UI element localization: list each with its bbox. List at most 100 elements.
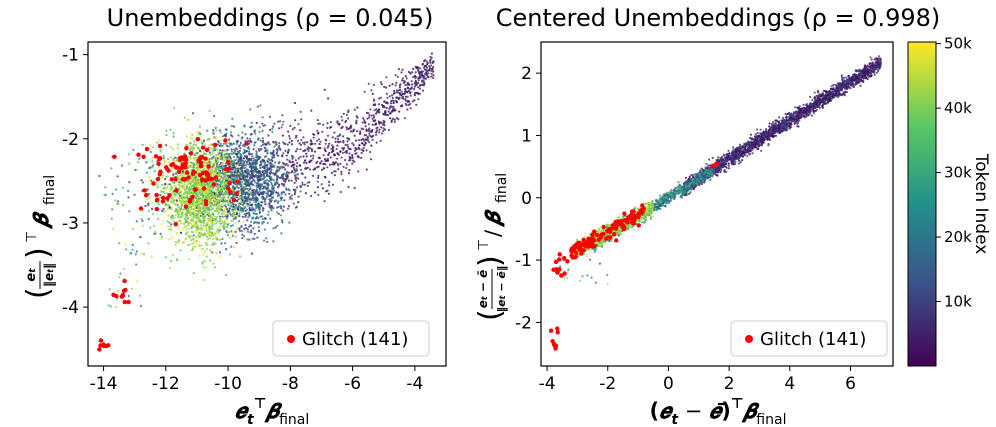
token-point: [215, 207, 218, 210]
token-point: [203, 211, 206, 214]
token-point: [231, 231, 234, 234]
token-point: [342, 165, 345, 168]
token-point: [355, 152, 358, 155]
token-point: [231, 210, 234, 213]
token-point: [193, 239, 196, 242]
glitch-point: [182, 177, 188, 182]
token-point: [360, 156, 363, 159]
token-point: [277, 147, 280, 150]
token-point: [425, 66, 429, 69]
token-point: [183, 116, 186, 119]
glitch-point: [184, 170, 190, 175]
token-point: [194, 237, 197, 240]
token-point: [278, 127, 281, 130]
token-point: [295, 134, 298, 137]
token-point: [209, 191, 212, 194]
token-point: [163, 186, 166, 189]
token-point: [248, 187, 251, 191]
token-point: [346, 145, 349, 148]
token-point: [331, 183, 335, 186]
token-point: [209, 197, 213, 200]
token-point: [214, 126, 217, 129]
token-point: [210, 181, 213, 184]
token-point: [293, 193, 296, 196]
token-point: [177, 225, 180, 228]
token-point: [169, 187, 172, 190]
token-point: [386, 113, 390, 117]
token-point: [263, 169, 266, 172]
token-point: [201, 194, 204, 197]
token-point: [261, 143, 265, 146]
glitch-point: [160, 199, 166, 204]
token-point: [248, 213, 251, 216]
token-point: [198, 206, 201, 210]
token-point: [239, 182, 242, 185]
token-point: [220, 153, 223, 156]
token-point: [261, 129, 264, 132]
token-point: [403, 80, 407, 83]
token-point: [186, 224, 189, 227]
glitch-point: [174, 188, 179, 193]
token-point: [215, 135, 218, 138]
token-point: [272, 207, 275, 210]
token-point: [237, 160, 240, 163]
token-point: [318, 122, 321, 125]
token-point: [341, 179, 344, 182]
token-point: [248, 153, 251, 156]
token-point: [259, 104, 262, 107]
token-point: [225, 172, 228, 175]
token-point: [98, 174, 101, 178]
token-point: [391, 83, 394, 86]
token-point: [430, 72, 433, 75]
token-point: [198, 231, 201, 234]
token-point: [228, 142, 231, 145]
token-point: [199, 234, 202, 237]
token-point: [383, 128, 387, 131]
token-point: [202, 278, 205, 282]
token-point: [237, 169, 240, 172]
token-point: [141, 143, 144, 146]
token-point: [199, 228, 202, 231]
token-point: [275, 191, 278, 194]
token-point: [182, 227, 185, 230]
token-point: [287, 179, 291, 182]
token-point: [198, 241, 201, 245]
token-point: [387, 110, 390, 113]
panel-unembeddings: Unembeddings (ρ = 0.045) -14 -12 -10 -8 -6 -4…: [21, 4, 447, 427]
token-point: [321, 130, 324, 133]
token-point: [243, 125, 246, 128]
token-point: [316, 160, 319, 163]
token-point: [331, 163, 334, 166]
token-point: [370, 114, 373, 117]
token-point: [270, 196, 274, 199]
token-point: [224, 128, 227, 131]
token-point: [404, 83, 407, 87]
chart-title: Unembeddings (ρ = 0.045): [107, 4, 434, 32]
token-point: [257, 174, 260, 177]
token-point: [162, 154, 165, 158]
token-point: [362, 143, 365, 146]
token-point: [250, 140, 253, 143]
token-point: [254, 201, 257, 204]
token-point: [308, 168, 312, 171]
token-point: [403, 117, 406, 120]
token-point: [217, 176, 220, 179]
token-point: [177, 147, 180, 150]
token-point: [254, 190, 257, 193]
token-point: [228, 236, 232, 239]
token-point: [342, 146, 346, 150]
token-point: [205, 266, 208, 269]
token-point: [411, 71, 414, 74]
token-point: [170, 156, 173, 159]
token-point: [238, 211, 241, 214]
token-point: [239, 157, 242, 160]
token-point: [169, 225, 172, 228]
token-point: [352, 159, 355, 162]
token-point: [194, 240, 198, 243]
glitch-point: [126, 299, 131, 305]
token-point: [149, 226, 152, 229]
token-point: [211, 243, 214, 246]
glitch-point: [181, 156, 186, 162]
token-point: [215, 220, 218, 223]
token-point: [279, 196, 282, 199]
